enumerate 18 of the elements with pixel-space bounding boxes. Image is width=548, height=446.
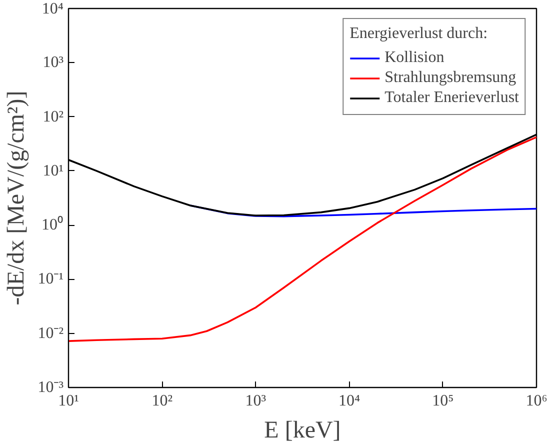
x-tick-label: 10⁵ [432,392,454,410]
x-axis-title: E [keV] [264,418,341,444]
legend-label: Kollision [384,49,444,67]
x-tick-label: 10³ [245,392,266,410]
y-tick-label: 10⁻¹ [38,270,64,288]
y-tick-label: 10⁻² [38,324,64,342]
x-tick-label: 10⁴ [338,392,361,410]
legend-label: Strahlungsbremsung [384,69,516,87]
legend-title: Energieverlust durch: [350,25,489,43]
y-axis-title: -dE/dx [MeV/(g/cm²)] [4,90,30,306]
x-tick-label: 10² [152,392,173,410]
y-tick-label: 10³ [42,54,64,72]
y-tick-label: 10⁴ [42,0,64,18]
legend-label: Totaler Enerieverlust [384,89,519,107]
y-tick-label: 10⁰ [42,216,64,234]
x-tick-label: 10⁶ [526,392,548,410]
y-tick-label: 10² [42,108,64,126]
y-tick-label: 10¹ [42,162,64,180]
